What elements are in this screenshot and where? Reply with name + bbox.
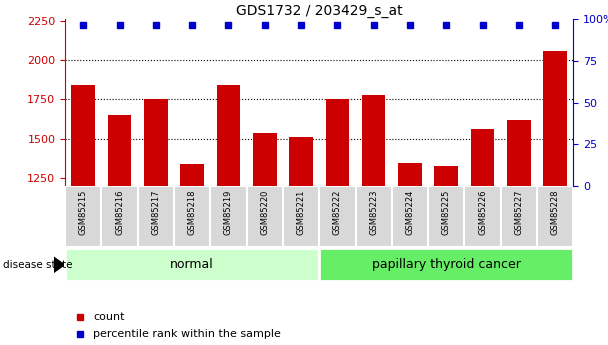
Text: GSM85222: GSM85222 [333,189,342,235]
Bar [544,51,567,345]
Text: GSM85224: GSM85224 [406,189,415,235]
Bar [247,186,283,247]
Bar [319,186,356,247]
Bar [137,186,174,247]
Text: GSM85217: GSM85217 [151,189,161,235]
Bar [108,115,131,345]
Bar [65,186,102,247]
Bar [362,95,385,345]
Text: percentile rank within the sample: percentile rank within the sample [93,329,281,339]
Text: GSM85221: GSM85221 [297,189,306,235]
Bar [210,186,247,247]
Bar [428,186,465,247]
Text: GSM85227: GSM85227 [514,189,523,235]
Text: GSM85220: GSM85220 [260,189,269,235]
Bar [435,166,458,345]
Bar [174,186,210,247]
Bar [71,85,95,345]
Bar [398,164,422,345]
Bar [253,132,277,345]
Polygon shape [54,257,64,273]
Text: GSM85228: GSM85228 [551,189,560,235]
Bar [65,248,319,281]
Bar [289,137,313,345]
Bar [537,186,573,247]
Text: GSM85216: GSM85216 [115,189,124,235]
Bar [102,186,137,247]
Bar [392,186,428,247]
Text: GSM85226: GSM85226 [478,189,487,235]
Bar [465,186,501,247]
Bar [216,85,240,345]
Bar [319,248,573,281]
Text: GSM85223: GSM85223 [369,189,378,235]
Bar [471,129,494,345]
Text: disease state: disease state [3,260,72,270]
Text: GSM85218: GSM85218 [188,189,196,235]
Bar [325,99,349,345]
Bar [501,186,537,247]
Text: GSM85219: GSM85219 [224,189,233,235]
Text: count: count [93,312,125,322]
Text: normal: normal [170,258,214,271]
Bar [356,186,392,247]
Text: papillary thyroid cancer: papillary thyroid cancer [372,258,520,271]
Text: GSM85225: GSM85225 [442,189,451,235]
Bar [283,186,319,247]
Bar [181,164,204,345]
Title: GDS1732 / 203429_s_at: GDS1732 / 203429_s_at [236,4,402,18]
Bar [507,120,531,345]
Text: GSM85215: GSM85215 [78,189,88,235]
Bar [144,99,168,345]
